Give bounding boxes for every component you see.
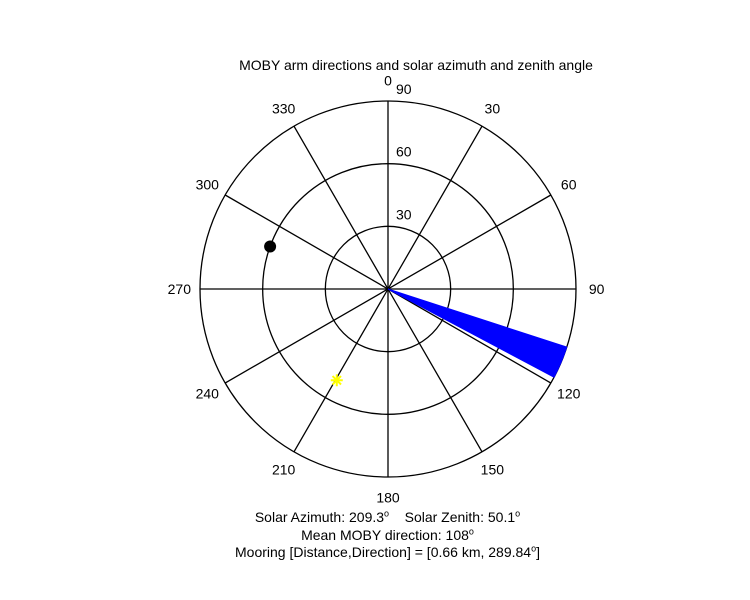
angle-tick-label: 270 — [168, 281, 192, 297]
mean-direction-label: Mean MOBY direction: 108 — [301, 527, 469, 543]
angle-tick-label: 180 — [376, 490, 400, 506]
mooring-marker — [264, 240, 277, 253]
mooring-label: Mooring [Distance,Direction] = [0.66 km,… — [235, 544, 532, 560]
angle-tick-label: 60 — [561, 177, 577, 193]
polar-grid: 0 30 60 90 120 150 180 210 240 270 300 330 30 60 90 — [168, 72, 605, 505]
angle-tick-label: 150 — [481, 462, 505, 478]
sun-marker — [330, 374, 343, 387]
angle-tick-label: 210 — [272, 462, 296, 478]
angle-tick-label: 30 — [485, 100, 501, 116]
chart-title: MOBY arm directions and solar azimuth an… — [239, 57, 593, 73]
degree-symbol: o — [531, 543, 537, 554]
angle-tick-label: 330 — [272, 100, 296, 116]
mooring-caption: Mooring [Distance,Direction] = [0.66 km,… — [0, 543, 750, 561]
solar-zenith-label: Solar Zenith: 50.1 — [404, 509, 516, 525]
chart-marks — [264, 240, 568, 387]
radial-tick-label: 60 — [396, 144, 412, 160]
solar-azimuth-label: Solar Azimuth: 209.3 — [254, 509, 385, 525]
radial-tick-label: 30 — [396, 206, 412, 222]
solar-caption: Solar Azimuth: 209.3o Solar Zenith: 50.1… — [0, 508, 750, 526]
degree-symbol: o — [468, 526, 474, 537]
angle-tick-label: 0 — [384, 72, 392, 88]
mean-direction-caption: Mean MOBY direction: 108o — [0, 526, 750, 544]
angle-tick-label: 240 — [196, 385, 220, 401]
angle-tick-label: 300 — [196, 177, 220, 193]
mooring-close: ] — [536, 544, 540, 560]
sun-marker-ray — [331, 375, 342, 386]
angle-tick-label: 120 — [557, 385, 581, 401]
degree-symbol: o — [515, 508, 521, 519]
angle-tick-label: 90 — [589, 281, 605, 297]
moby-arm-wedge — [387, 288, 568, 378]
degree-symbol: o — [384, 508, 390, 519]
radial-tick-label: 90 — [396, 81, 412, 97]
